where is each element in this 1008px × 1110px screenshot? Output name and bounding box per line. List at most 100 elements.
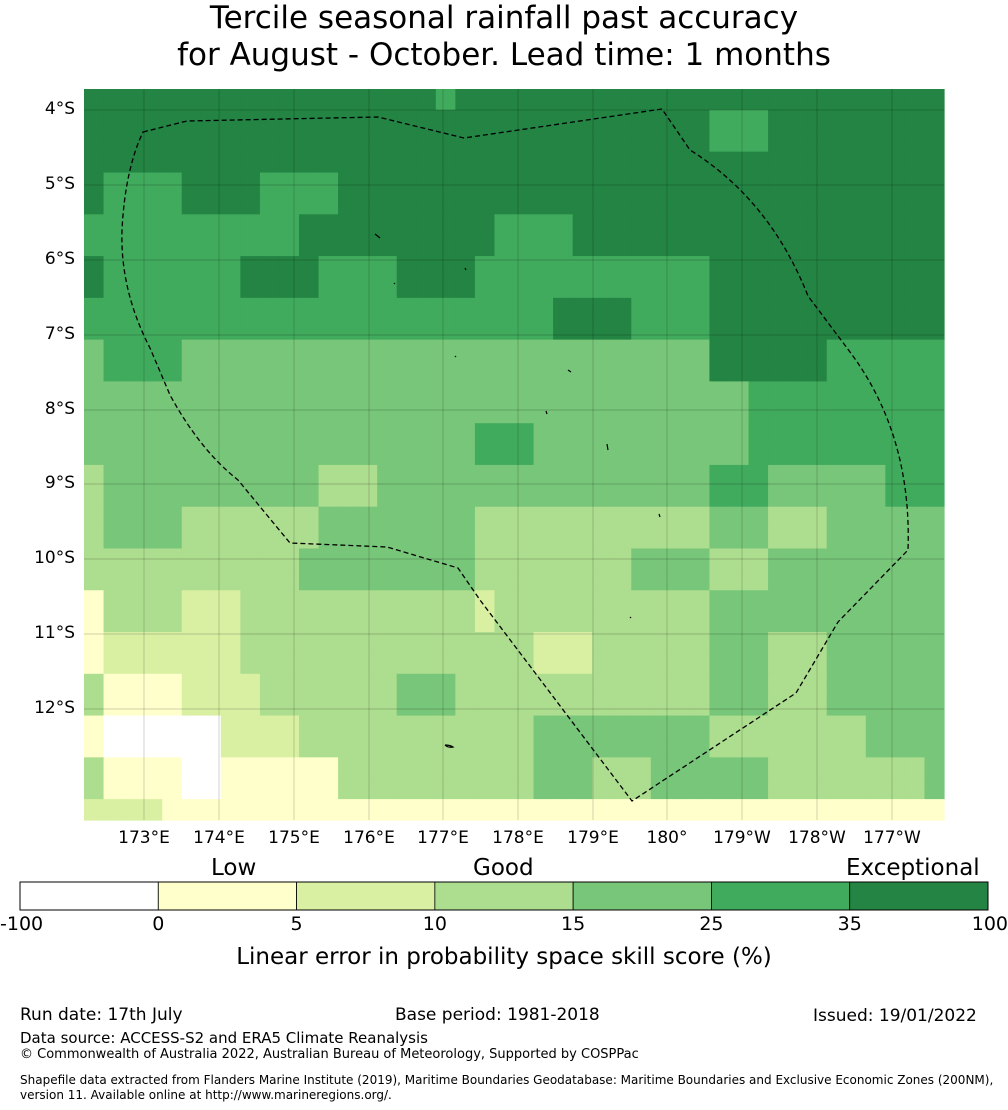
- grid-cell: [885, 402, 906, 424]
- grid-cell: [338, 548, 359, 570]
- grid-cell: [103, 778, 124, 800]
- grid-cell: [729, 297, 750, 320]
- grid-cell: [553, 652, 574, 675]
- grid-cell: [318, 715, 339, 738]
- grid-cell: [142, 235, 163, 257]
- grid-cell: [494, 778, 515, 800]
- grid-cell: [396, 569, 417, 591]
- grid-cell: [904, 235, 926, 257]
- grid-cell: [689, 715, 711, 738]
- grid-cell: [631, 235, 652, 257]
- island: [658, 513, 661, 518]
- latitude-label: 6°S: [44, 249, 75, 269]
- grid-cell: [904, 715, 926, 738]
- grid-cell: [631, 193, 652, 215]
- grid-cell: [396, 318, 417, 341]
- grid-cell: [201, 151, 222, 174]
- grid-cell: [377, 339, 398, 362]
- grid-cell: [865, 799, 886, 821]
- grid-cell: [709, 736, 730, 758]
- grid-cell: [318, 527, 339, 550]
- grid-cell: [299, 151, 320, 174]
- grid-cell: [670, 527, 691, 550]
- grid-cell: [553, 381, 574, 403]
- grid-cell: [357, 360, 378, 382]
- grid-cell: [142, 402, 163, 424]
- grid-cell: [435, 89, 456, 111]
- grid-cell: [904, 464, 926, 487]
- grid-cell: [279, 235, 300, 257]
- grid-cell: [455, 652, 476, 675]
- grid-cell: [279, 360, 300, 382]
- grid-cell: [142, 799, 163, 821]
- colorbar-tick-label: 10: [422, 913, 447, 935]
- grid-cell: [709, 256, 730, 278]
- grid-cell: [162, 506, 183, 529]
- grid-cell: [201, 464, 222, 487]
- grid-cell: [279, 214, 300, 236]
- grid-cell: [768, 193, 789, 215]
- grid-cell: [768, 339, 789, 362]
- grid-cell: [650, 151, 671, 174]
- grid-cell: [650, 673, 671, 696]
- grid-cell: [689, 506, 711, 529]
- grid-cell: [729, 694, 750, 717]
- grid-cell: [514, 736, 535, 758]
- grid-cell: [396, 235, 417, 257]
- grid-cell: [748, 130, 769, 153]
- grid-cell: [709, 569, 730, 591]
- grid-cell: [533, 130, 554, 153]
- grid-cell: [572, 632, 593, 654]
- grid-cell: [474, 715, 496, 738]
- grid-cell: [846, 590, 867, 612]
- grid-cell: [846, 297, 867, 320]
- grid-cell: [435, 151, 456, 174]
- grid-cell: [299, 256, 320, 278]
- latitude-label: 8°S: [44, 399, 75, 419]
- grid-cell: [787, 569, 808, 591]
- grid-cell: [689, 444, 711, 466]
- grid-cell: [631, 339, 652, 362]
- grid-cell: [240, 757, 261, 779]
- grid-cell: [181, 235, 202, 257]
- grid-cell: [885, 506, 906, 529]
- grid-cell: [416, 715, 437, 738]
- grid-cell: [377, 151, 398, 174]
- grid-cell: [318, 276, 339, 299]
- grid-cell: [885, 235, 906, 257]
- grid-cell: [220, 673, 241, 696]
- grid-cell: [416, 799, 437, 821]
- grid-cell: [924, 360, 945, 382]
- grid-cell: [396, 527, 417, 550]
- grid-cell: [259, 276, 281, 299]
- grid-cell: [631, 89, 652, 111]
- grid-cell: [670, 444, 691, 466]
- grid-cell: [729, 673, 750, 696]
- grid-cell: [553, 673, 574, 696]
- grid-cell: [455, 569, 476, 591]
- grid-cell: [650, 256, 671, 278]
- grid-cell: [924, 381, 945, 403]
- grid-cell: [885, 715, 906, 738]
- grid-cell: [435, 214, 456, 236]
- grid-cell: [435, 339, 456, 362]
- grid-cell: [181, 276, 202, 299]
- grid-cell: [455, 172, 476, 195]
- grid-cell: [220, 402, 241, 424]
- grid-cell: [142, 673, 163, 696]
- grid-cell: [84, 89, 105, 111]
- grid-cell: [572, 694, 593, 717]
- grid-cell: [220, 590, 241, 612]
- grid-cell: [162, 569, 183, 591]
- island: [444, 744, 455, 748]
- colorbar: [19, 881, 989, 911]
- grid-cell: [768, 778, 789, 800]
- grid-cell: [553, 485, 574, 508]
- grid-cell: [514, 715, 535, 738]
- grid-cell: [631, 569, 652, 591]
- longitude-label: 179°W: [713, 828, 771, 848]
- grid-cell: [377, 778, 398, 800]
- grid-cell: [103, 736, 124, 758]
- grid-cell: [142, 757, 163, 779]
- grid-cell: [220, 214, 241, 236]
